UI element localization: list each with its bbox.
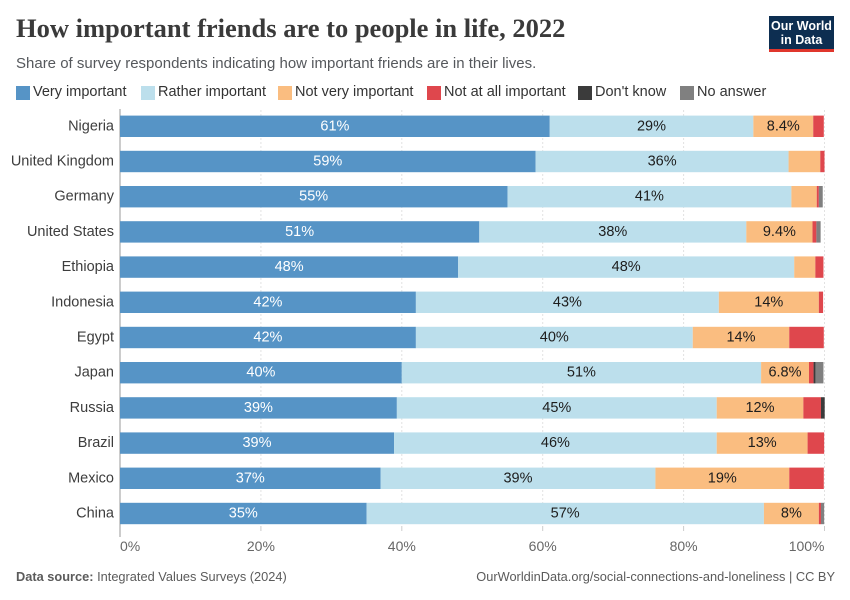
svg-text:59%: 59%: [313, 154, 342, 170]
svg-text:36%: 36%: [648, 154, 677, 170]
svg-text:43%: 43%: [553, 294, 582, 310]
svg-text:39%: 39%: [244, 400, 273, 416]
svg-text:100%: 100%: [789, 538, 825, 554]
svg-text:45%: 45%: [542, 400, 571, 416]
svg-text:57%: 57%: [551, 506, 580, 522]
svg-text:39%: 39%: [242, 435, 271, 451]
svg-text:Brazil: Brazil: [78, 435, 114, 451]
svg-text:40%: 40%: [540, 330, 569, 346]
svg-text:6.8%: 6.8%: [768, 365, 801, 381]
svg-text:Russia: Russia: [70, 400, 115, 416]
svg-text:42%: 42%: [253, 294, 282, 310]
svg-text:29%: 29%: [637, 118, 666, 134]
svg-text:42%: 42%: [253, 330, 282, 346]
svg-text:37%: 37%: [236, 470, 265, 486]
svg-text:14%: 14%: [754, 294, 783, 310]
svg-text:51%: 51%: [285, 224, 314, 240]
svg-text:Nigeria: Nigeria: [68, 118, 115, 134]
svg-text:48%: 48%: [612, 259, 641, 275]
svg-text:United Kingdom: United Kingdom: [11, 154, 114, 170]
svg-text:Ethiopia: Ethiopia: [62, 259, 115, 275]
svg-text:40%: 40%: [388, 538, 416, 554]
svg-text:0%: 0%: [120, 538, 140, 554]
svg-text:55%: 55%: [299, 189, 328, 205]
svg-text:13%: 13%: [748, 435, 777, 451]
svg-text:38%: 38%: [598, 224, 627, 240]
svg-text:20%: 20%: [247, 538, 275, 554]
svg-text:China: China: [76, 506, 115, 522]
svg-text:40%: 40%: [246, 365, 275, 381]
svg-text:9.4%: 9.4%: [763, 224, 796, 240]
svg-text:Mexico: Mexico: [68, 470, 114, 486]
svg-text:51%: 51%: [567, 365, 596, 381]
svg-text:Japan: Japan: [74, 365, 114, 381]
svg-text:19%: 19%: [708, 470, 737, 486]
svg-text:8.4%: 8.4%: [767, 118, 800, 134]
svg-text:61%: 61%: [320, 118, 349, 134]
svg-text:12%: 12%: [745, 400, 774, 416]
svg-text:Egypt: Egypt: [77, 330, 114, 346]
svg-text:46%: 46%: [541, 435, 570, 451]
svg-text:United States: United States: [27, 224, 114, 240]
svg-text:41%: 41%: [635, 189, 664, 205]
svg-text:35%: 35%: [229, 506, 258, 522]
svg-text:39%: 39%: [503, 470, 532, 486]
svg-text:80%: 80%: [670, 538, 698, 554]
svg-text:8%: 8%: [781, 506, 802, 522]
svg-text:14%: 14%: [726, 330, 755, 346]
svg-text:48%: 48%: [275, 259, 304, 275]
svg-text:60%: 60%: [529, 538, 557, 554]
svg-text:Indonesia: Indonesia: [51, 294, 115, 310]
svg-text:Germany: Germany: [54, 189, 114, 205]
